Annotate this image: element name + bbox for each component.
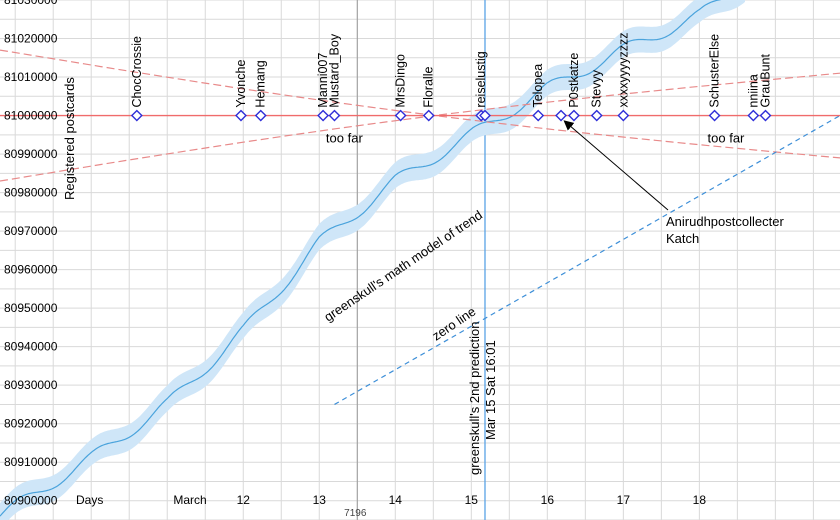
guess-label: Stevyy: [590, 69, 604, 107]
guess-marker: [567, 109, 580, 122]
x-tick-label: 12: [237, 493, 251, 507]
trend-band: [0, 0, 745, 520]
x-tick-label: 15: [465, 493, 479, 507]
bound-curves: [0, 49, 840, 182]
guess-marker: [617, 109, 630, 122]
guess-label: nniina: [746, 74, 760, 107]
guess-label: MrsDingo: [394, 54, 408, 108]
y-tick-label: 80980000: [4, 186, 58, 200]
guess-label: SchusterElse: [708, 34, 722, 108]
callout-text: Katch: [666, 231, 699, 246]
y-tick-label: 81020000: [4, 32, 58, 46]
guess-marker: [422, 109, 435, 122]
upper-bound-curve: [0, 49, 840, 159]
vertical-lines: [356, 0, 486, 520]
y-tick-label: 81010000: [4, 70, 58, 84]
callout-arrow: [563, 120, 669, 211]
guess-label: ChocCrossie: [130, 36, 144, 108]
guess-marker: [555, 109, 567, 122]
y-tick-label: 80930000: [4, 378, 58, 392]
y-tick-label: 80940000: [4, 340, 58, 354]
callout-text: Anirudhpostcollecter: [666, 214, 784, 229]
target-line-label: Registered postcards: [62, 77, 77, 200]
zero-line-group: [334, 115, 840, 405]
y-tick-label: 80920000: [4, 417, 58, 431]
guess-label: Mustard_Boy: [327, 33, 341, 107]
y-tick-label: 80900000: [4, 494, 58, 508]
x-tick-label: 18: [693, 493, 707, 507]
guess-label: P0stkatze: [567, 53, 581, 108]
x-tick-label: March: [173, 493, 206, 507]
x-tick-label: Days: [76, 493, 103, 507]
guess-marker: [394, 109, 407, 122]
x-tick-label: 14: [389, 493, 403, 507]
guess-label: Telopea: [531, 64, 545, 108]
guess-marker: [317, 109, 330, 122]
guess-marker: [759, 109, 772, 122]
trend-confidence-band: [0, 0, 745, 520]
too-far-label: too far: [708, 131, 746, 146]
y-tick-label: 80970000: [4, 224, 58, 238]
y-tick-label: 80960000: [4, 263, 58, 277]
guess-marker: [747, 109, 760, 122]
guess-label: xxxxyyyyzzzz: [616, 33, 630, 108]
y-tick-label: 80910000: [4, 455, 58, 469]
y-tick-label: 80950000: [4, 301, 58, 315]
x-tick-label: 13: [313, 493, 327, 507]
guess-label: Floralle: [422, 67, 436, 108]
guess-marker: [254, 109, 267, 122]
x-tick-label: 16: [541, 493, 555, 507]
guess-label: Manni007: [316, 53, 330, 108]
guess-marker: [328, 109, 341, 122]
guess-marker: [532, 109, 545, 122]
guess-marker: [130, 109, 143, 122]
zero-line: [334, 115, 840, 405]
guess-label: Hemang: [254, 60, 268, 107]
guesses: ChocCrossie Yvonche Hemang Manni007Mustard_…: [130, 33, 773, 122]
guess-marker: [708, 109, 721, 122]
prediction-label: greenskull's 2nd prediction: [467, 321, 482, 475]
guess-marker: [590, 109, 603, 122]
axes: 80900000 80910000 80920000 80930000 80940000…: [4, 0, 706, 519]
guess-label: GrauBunt: [759, 54, 773, 108]
guess-label: reiselustig: [474, 51, 488, 107]
y-tick-label: 80990000: [4, 147, 58, 161]
y-tick-label: 81000000: [4, 109, 58, 123]
lower-bound-curve: [0, 72, 840, 182]
guess-marker: [479, 109, 491, 122]
labels: Registered postcards too far too far greens…: [62, 77, 784, 475]
y-tick-label: 81030000: [4, 0, 58, 7]
guess-marker: [235, 109, 247, 122]
guess-label: Yvonche: [234, 60, 248, 108]
too-far-label: too far: [326, 131, 364, 146]
bottom-note: 7196: [344, 508, 367, 519]
x-tick-label: 17: [617, 493, 631, 507]
prediction-date: Mar 15 Sat 16:01: [483, 340, 498, 440]
trend-line: [0, 0, 722, 517]
